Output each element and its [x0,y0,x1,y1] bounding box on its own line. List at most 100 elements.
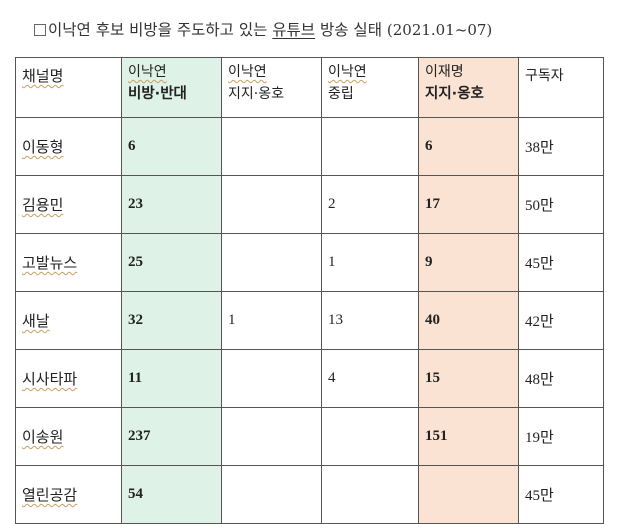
header-neutral: 이낙연 중립 [321,57,419,118]
table-row: 열린공감 54 45만 [15,465,604,524]
table-row: 김용민 23 2 17 50만 [15,175,604,234]
cell-lee [418,465,519,524]
cell-support [221,465,322,524]
header-neutral-line2: 중립 [328,86,354,102]
cell-lee-value: 151 [425,428,448,444]
header-subscribers: 구독자 [518,57,604,118]
cell-subscribers-value: 42만 [525,314,554,330]
table-row: 새날 32 1 13 40 42만 [15,291,604,350]
table-row: 이송원 237 151 19만 [15,407,604,466]
document-title: 이낙연 후보 비방을 주도하고 있는 유튜브 방송 실태 (2021.01~07… [34,18,634,40]
cell-lee: 151 [418,407,519,466]
cell-against-value: 54 [128,486,143,502]
cell-channel: 열린공감 [15,465,122,524]
cell-neutral: 13 [321,291,419,350]
cell-support: 1 [221,291,322,350]
cell-against-value: 23 [128,196,143,212]
cell-against: 32 [121,291,222,350]
cell-against: 54 [121,465,222,524]
cell-lee: 40 [418,291,519,350]
header-lee: 이재명 지지·옹호 [418,57,519,118]
header-subscribers-label: 구독자 [525,68,564,84]
cell-neutral: 4 [321,349,419,408]
header-lee-line1: 이재명 [425,64,464,80]
cell-neutral [321,465,419,524]
cell-lee: 6 [418,117,519,176]
cell-neutral-value: 13 [328,312,343,328]
cell-neutral: 1 [321,233,419,292]
cell-channel-value: 고발뉴스 [22,254,78,272]
youtube-channel-table: 채널명 이낙연 비방·반대 이낙연 지지·옹호 이낙연 중립 이재명 지지·옹호… [15,57,604,524]
cell-against: 6 [121,117,222,176]
cell-subscribers: 19만 [518,407,604,466]
cell-subscribers: 50만 [518,175,604,234]
cell-subscribers-value: 45만 [525,256,554,272]
cell-support-value: 1 [228,312,236,328]
header-lee-line2: 지지·옹호 [425,86,484,102]
checkbox-icon [34,24,46,36]
cell-against: 237 [121,407,222,466]
cell-lee-value: 6 [425,138,433,154]
cell-channel-value: 이송원 [22,428,64,446]
cell-lee-value: 15 [425,370,440,386]
cell-lee: 9 [418,233,519,292]
header-channel: 채널명 [15,57,122,118]
cell-lee-value: 40 [425,312,440,328]
title-prefix: 이낙연 후보 비방을 주도하고 있는 [48,21,273,39]
cell-subscribers-value: 45만 [525,488,554,504]
cell-lee: 17 [418,175,519,234]
title-underlined: 유튜브 [272,21,316,39]
cell-against-value: 11 [128,370,143,386]
title-suffix: 방송 실태 [315,21,387,39]
cell-channel-value: 김용민 [22,196,64,214]
cell-neutral: 2 [321,175,419,234]
cell-channel-value: 이동형 [22,138,64,156]
table-row: 고발뉴스 25 1 9 45만 [15,233,604,292]
cell-subscribers: 45만 [518,465,604,524]
cell-neutral-value: 2 [328,196,336,212]
cell-channel: 고발뉴스 [15,233,122,292]
table-row: 이동형 6 6 38만 [15,117,604,176]
cell-channel: 이송원 [15,407,122,466]
header-neutral-line1: 이낙연 [328,64,367,80]
header-support-line1: 이낙연 [228,64,267,80]
cell-subscribers: 48만 [518,349,604,408]
header-against-line2: 비방·반대 [128,86,187,102]
cell-channel: 김용민 [15,175,122,234]
table-row: 시사타파 11 4 15 48만 [15,349,604,408]
header-against: 이낙연 비방·반대 [121,57,222,118]
cell-support [221,233,322,292]
cell-subscribers: 42만 [518,291,604,350]
cell-channel-value: 새날 [22,312,50,330]
header-against-line1: 이낙연 [128,64,167,80]
cell-channel: 이동형 [15,117,122,176]
cell-against-value: 32 [128,312,143,328]
cell-neutral [321,117,419,176]
cell-against: 11 [121,349,222,408]
cell-against: 25 [121,233,222,292]
cell-support [221,349,322,408]
cell-subscribers-value: 19만 [525,430,554,446]
cell-channel-value: 시사타파 [22,370,78,388]
table-header-row: 채널명 이낙연 비방·반대 이낙연 지지·옹호 이낙연 중립 이재명 지지·옹호… [15,57,604,118]
header-support-line2: 지지·옹호 [228,86,284,102]
cell-channel: 시사타파 [15,349,122,408]
cell-lee-value: 9 [425,254,433,270]
cell-subscribers-value: 38만 [525,140,554,156]
cell-against-value: 6 [128,138,136,154]
header-support: 이낙연 지지·옹호 [221,57,322,118]
cell-support [221,117,322,176]
cell-channel-value: 열린공감 [22,486,78,504]
cell-against-value: 237 [128,428,151,444]
title-date: (2021.01~07) [386,21,493,39]
cell-support [221,407,322,466]
cell-lee: 15 [418,349,519,408]
cell-support [221,175,322,234]
cell-subscribers-value: 48만 [525,372,554,388]
cell-lee-value: 17 [425,196,440,212]
header-channel-label: 채널명 [22,67,64,85]
cell-against-value: 25 [128,254,143,270]
cell-against: 23 [121,175,222,234]
cell-subscribers: 38만 [518,117,604,176]
cell-subscribers: 45만 [518,233,604,292]
